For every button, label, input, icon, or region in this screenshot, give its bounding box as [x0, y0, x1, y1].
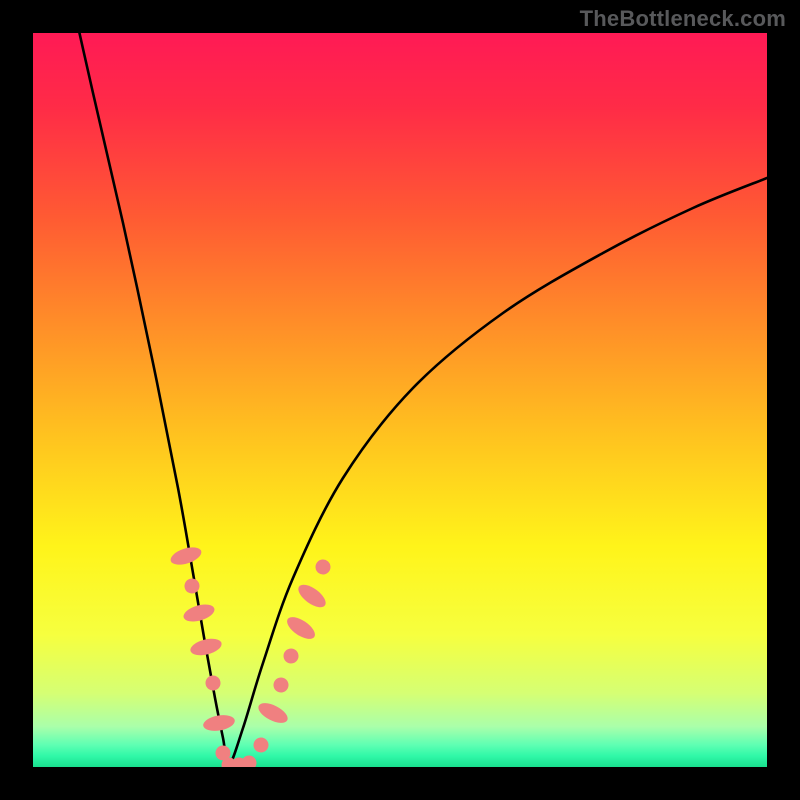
- plot-area: [33, 33, 767, 767]
- gradient-background: [33, 33, 767, 767]
- watermark-text: TheBottleneck.com: [580, 6, 786, 32]
- plot-svg: [33, 33, 767, 767]
- figure-outer: TheBottleneck.com: [0, 0, 800, 800]
